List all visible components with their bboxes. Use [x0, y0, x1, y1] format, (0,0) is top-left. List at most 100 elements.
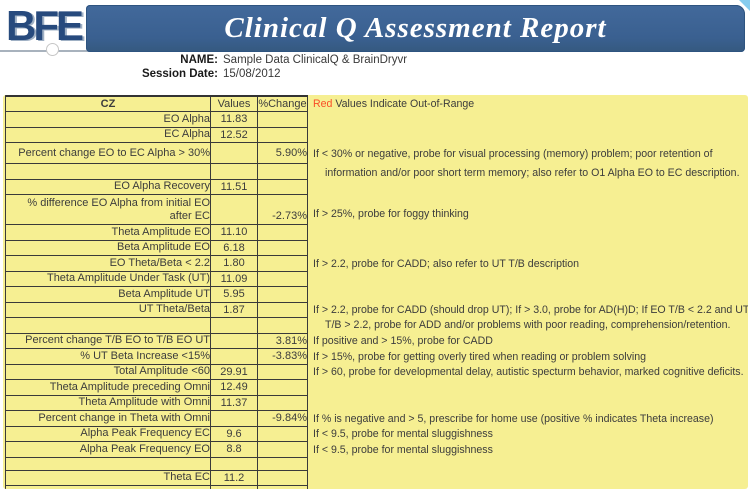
row-label-cell: Percent change EO to EC Alpha > 30%	[5, 142, 211, 164]
value-cell: 11.09	[210, 270, 258, 287]
change-cell: -9.84%	[257, 410, 308, 427]
value-cell: 8.8	[210, 441, 258, 458]
change-cell	[257, 485, 308, 489]
change-cell	[257, 425, 308, 442]
row-label-cell	[5, 456, 211, 471]
logo-dot-icon	[46, 43, 59, 56]
value-cell: 6.18	[210, 239, 258, 256]
table-row: EO Alpha 11.83	[5, 111, 746, 128]
bfe-logo-text: BFE	[6, 2, 84, 49]
value-cell	[210, 485, 258, 489]
note-cell	[308, 179, 746, 195]
table-row: EO Alpha Recovery 11.51	[5, 178, 746, 195]
table-header-row: CZ Values %Change Red Values Indicate Ou…	[5, 95, 748, 112]
table-row: UT Theta/Beta 1.87 If > 2.2, probe for C…	[5, 301, 748, 332]
row-label-cell: Alpha Peak Frequency EO	[5, 441, 211, 458]
table-row: Theta Amplitude with Omni 11.37	[5, 394, 746, 411]
change-cell	[257, 111, 308, 128]
change-cell	[257, 178, 308, 195]
note-cell	[308, 271, 746, 287]
note-cell: If < 9.5, probe for mental sluggishness	[313, 428, 493, 440]
change-cell	[257, 286, 308, 303]
value-cell: 11.83	[210, 111, 258, 128]
change-cell	[257, 456, 308, 471]
row-label-cell: EO Theta/Beta < 2.2	[5, 255, 211, 272]
change-cell	[257, 163, 308, 180]
logo-underline	[0, 50, 90, 52]
row-label-cell	[5, 163, 211, 180]
note-cell: If > 2.2, probe for CADD; also refer to …	[313, 257, 580, 270]
row-label-cell: Alpha Peak Frequency EC	[5, 425, 211, 442]
row-label-cell	[5, 485, 211, 489]
note-cell: If > 2.2, probe for CADD (should drop UT…	[313, 304, 748, 332]
note-cell	[308, 486, 746, 489]
note-cell	[308, 164, 746, 180]
value-cell: 11.51	[210, 178, 258, 195]
row-label-cell: EO Alpha Recovery	[5, 178, 211, 195]
value-cell: 5.95	[210, 286, 258, 303]
change-cell	[257, 379, 308, 396]
table-row: Theta EC 11.2	[5, 469, 746, 486]
change-cell	[257, 126, 308, 143]
note-cell	[308, 112, 746, 128]
session-date-value: 15/08/2012	[223, 68, 281, 80]
note-cell	[308, 240, 746, 256]
note-cell: If positive and > 15%, probe for CADD	[313, 335, 493, 347]
note-cell: If < 9.5, probe for mental sluggishness	[313, 443, 493, 456]
row-label-cell: EC Alpha	[5, 126, 211, 143]
note-cell	[308, 395, 746, 411]
values-header-cell: Values	[210, 95, 258, 112]
note-cell	[308, 318, 746, 334]
change-cell	[257, 317, 308, 334]
bfe-logo: BFE	[0, 2, 90, 56]
row-label-cell: EO Alpha	[5, 111, 211, 128]
row-label-cell: Theta EC	[5, 469, 211, 486]
value-cell: 11.10	[210, 224, 258, 241]
row-label-cell: Theta Amplitude preceding Omni	[5, 379, 211, 396]
corner-fold-icon	[739, 0, 750, 11]
row-label-cell: Percent change in Theta with Omni	[5, 410, 211, 427]
name-label: NAME:	[180, 54, 218, 66]
change-cell: -3.83%	[257, 348, 308, 365]
site-header-cell: CZ	[5, 95, 211, 112]
table-row	[5, 485, 746, 489]
legend-note: Red Values Indicate Out-of-Range	[313, 97, 748, 112]
note-cell: If < 30% or negative, probe for visual p…	[313, 147, 740, 180]
change-cell: 3.81%	[257, 332, 308, 349]
table-row: Beta Amplitude EO 6.18	[5, 239, 746, 256]
table-row: Theta Amplitude Under Task (UT) 11.09	[5, 270, 746, 287]
value-cell	[210, 456, 258, 471]
table-row: Theta Amplitude EO 11.10	[5, 224, 746, 241]
report-banner: Clinical Q Assessment Report	[86, 5, 745, 52]
table-row: Percent change T/B EO to T/B EO UT 3.81%…	[5, 332, 746, 349]
row-label-cell: Total Amplitude <60	[5, 363, 211, 380]
change-cell	[257, 255, 308, 272]
legend-rest: Values Indicate Out-of-Range	[332, 98, 475, 110]
note-cell: If > 60, probe for developmental delay, …	[313, 366, 744, 378]
table-row: % UT Beta Increase <15% -3.83% If > 15%,…	[5, 348, 746, 365]
row-label-cell	[5, 317, 211, 334]
session-date-label: Session Date:	[141, 68, 218, 80]
value-cell: 1.80	[210, 255, 258, 272]
change-cell: -2.73%	[257, 194, 308, 225]
assessment-table: CZ Values %Change Red Values Indicate Ou…	[5, 95, 748, 489]
value-cell: 29.91	[210, 363, 258, 380]
row-label-cell: Beta Amplitude EO	[5, 239, 211, 256]
value-cell: 12.49	[210, 379, 258, 396]
note-cell	[308, 287, 746, 303]
value-cell: 12.52	[210, 126, 258, 143]
row-label-cell: Percent change T/B EO to T/B EO UT	[5, 332, 211, 349]
note-cell: If % is negative and > 5, prescribe for …	[313, 412, 714, 425]
change-cell	[257, 469, 308, 486]
change-cell	[257, 239, 308, 256]
name-value: Sample Data ClinicalQ & BrainDryvr	[223, 54, 408, 66]
value-cell	[210, 194, 258, 225]
assessment-sheet: CZ Values %Change Red Values Indicate Ou…	[3, 95, 748, 489]
row-label-cell: Theta Amplitude EO	[5, 224, 211, 241]
value-cell	[210, 332, 258, 349]
table-row: Alpha Peak Frequency EC 9.6 If < 9.5, pr…	[5, 425, 746, 442]
value-cell	[210, 317, 258, 334]
note-cell	[308, 380, 746, 396]
note-cell: If > 15%, probe for getting overly tired…	[313, 350, 647, 363]
table-row	[5, 456, 746, 471]
